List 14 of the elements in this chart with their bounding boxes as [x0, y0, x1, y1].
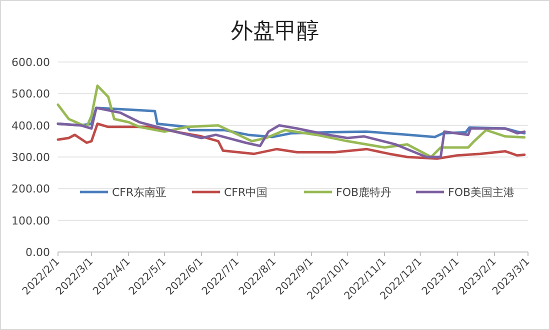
line-series [56, 84, 526, 158]
line-series [56, 106, 526, 158]
legend-label: FOB鹿特丹 [336, 186, 392, 199]
y-tick-label: 500.00 [12, 88, 50, 101]
y-tick-label: 0.00 [26, 246, 50, 259]
chart-title: 外盘甲醇 [231, 19, 319, 44]
legend-label: CFR东南亚 [112, 186, 167, 199]
legend-label: FOB美国主港 [448, 186, 515, 199]
y-tick-label: 600.00 [12, 56, 50, 69]
y-tick-label: 300.00 [12, 151, 50, 164]
y-tick-label: 100.00 [12, 214, 50, 228]
y-tick-label: 400.00 [12, 119, 50, 132]
legend-label: CFR中国 [224, 186, 268, 199]
y-tick-label: 200.00 [12, 182, 50, 196]
